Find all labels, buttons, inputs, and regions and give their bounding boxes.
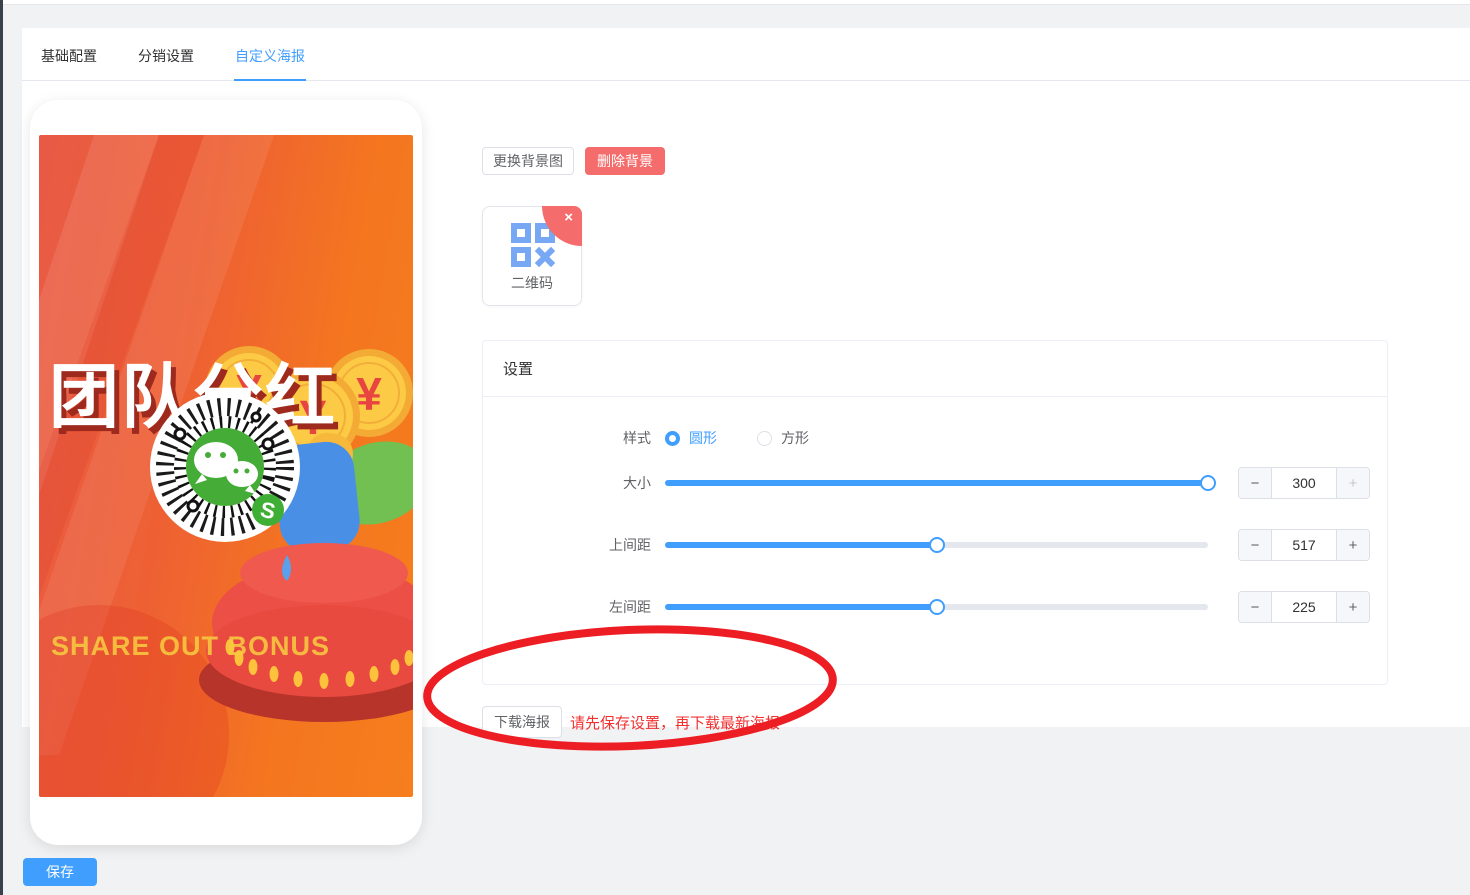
delete-background-button[interactable]: 删除背景 [585,147,665,175]
slider-handle[interactable] [928,599,945,615]
radio-square-label: 方形 [781,430,809,446]
style-label: 样式 [623,430,651,446]
slider-fill [665,604,937,610]
size-value[interactable]: 300 [1272,468,1336,498]
top-spacing-label: 上间距 [609,537,651,553]
top-spacing-value[interactable]: 517 [1272,530,1336,560]
top-spacing-row: 上间距 − 517 + [503,529,1370,561]
svg-text:¥: ¥ [356,368,382,420]
collapsed-sidebar-edge [0,0,3,895]
radio-selected-icon[interactable] [665,430,680,446]
minus-button[interactable]: − [1239,468,1272,498]
top-strip [0,0,1470,5]
plus-button[interactable]: + [1336,530,1369,560]
poster-background[interactable]: ¥ ¥ ¥ [39,135,413,797]
size-label: 大小 [623,475,651,491]
poster-subtitle: SHARE OUT BONUS [51,631,331,661]
qr-code-icon [511,223,555,267]
poster-qr-code[interactable]: S [150,392,300,542]
mini-program-icon: S [252,494,284,526]
style-row: 样式 圆形 方形 [503,424,1367,452]
left-spacing-value[interactable]: 225 [1272,592,1336,622]
left-spacing-slider[interactable] [665,591,1208,623]
minus-button[interactable]: − [1239,530,1272,560]
qr-asset-card[interactable]: 二维码 × [482,206,582,306]
top-spacing-slider[interactable] [665,529,1208,561]
radio-square[interactable]: 方形 [757,428,809,448]
cake-dots [225,639,413,689]
plus-button[interactable]: + [1336,592,1369,622]
save-button[interactable]: 保存 [23,858,97,886]
left-spacing-stepper: − 225 + [1238,591,1370,623]
left-spacing-label: 左间距 [609,599,651,615]
change-background-button[interactable]: 更换背景图 [482,147,574,175]
size-row: 大小 − 300 + [503,467,1370,499]
download-poster-button[interactable]: 下载海报 [482,706,562,738]
tab-distribution-settings[interactable]: 分销设置 [138,48,194,64]
poster-preview-phone: ¥ ¥ ¥ [30,100,422,845]
plus-button[interactable]: + [1336,468,1369,498]
radio-circle[interactable]: 圆形 [665,428,717,448]
slider-fill [665,480,1208,486]
left-spacing-row: 左间距 − 225 + [503,591,1370,623]
svg-text:S: S [258,497,278,525]
tab-bar: 基础配置 分销设置 自定义海报 [22,28,1470,81]
size-stepper: − 300 + [1238,467,1370,499]
slider-handle[interactable] [1200,475,1216,491]
slider-handle[interactable] [928,537,945,553]
tab-custom-poster[interactable]: 自定义海报 [234,28,306,81]
radio-circle-label: 圆形 [689,430,717,446]
close-icon[interactable]: × [564,209,573,226]
settings-panel: 设置 样式 圆形 方形 大小 [482,340,1388,685]
settings-title: 设置 [483,341,1387,397]
radio-unselected-icon[interactable] [757,430,772,446]
download-warning-text: 请先保存设置，再下载最新海报 [570,715,781,732]
top-spacing-stepper: − 517 + [1238,529,1370,561]
tab-basic-config[interactable]: 基础配置 [41,48,97,64]
size-slider[interactable] [665,467,1216,499]
minus-button[interactable]: − [1239,592,1272,622]
slider-fill [665,542,937,548]
qr-asset-label: 二维码 [511,275,553,291]
